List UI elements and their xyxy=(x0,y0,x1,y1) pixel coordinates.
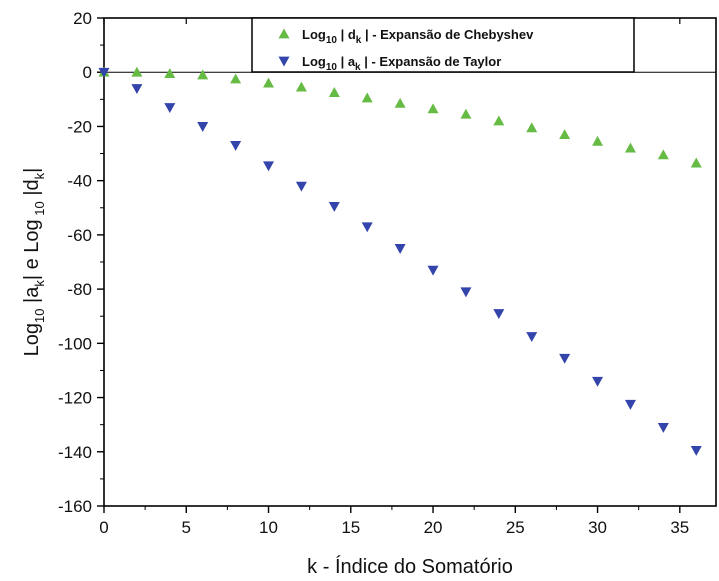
data-points xyxy=(98,66,702,456)
x-tick-label: 25 xyxy=(506,518,525,537)
data-point-chebyshev xyxy=(526,122,538,133)
data-point-taylor xyxy=(328,202,340,212)
y-tick-label: -140 xyxy=(58,443,92,462)
data-point-chebyshev xyxy=(394,97,406,108)
x-tick-label: 35 xyxy=(670,518,689,537)
y-tick-label: -100 xyxy=(58,334,92,353)
data-point-chebyshev xyxy=(164,68,176,78)
data-point-taylor xyxy=(657,422,669,433)
data-point-taylor xyxy=(493,309,505,320)
data-point-taylor xyxy=(394,244,406,254)
x-tick-label: 10 xyxy=(259,518,278,537)
data-point-taylor xyxy=(263,161,275,172)
y-tick-label: 0 xyxy=(83,63,92,82)
data-point-taylor xyxy=(526,332,538,343)
data-point-taylor xyxy=(295,181,307,192)
y-tick-label: -160 xyxy=(58,497,92,516)
y-tick-label: -40 xyxy=(67,172,92,191)
data-point-taylor xyxy=(559,353,571,364)
data-point-taylor xyxy=(690,446,702,456)
data-point-chebyshev xyxy=(197,69,209,80)
x-tick-label: 5 xyxy=(182,518,191,537)
legend-label-chebyshev: Log10 | dk | - Expansão de Chebyshev xyxy=(302,27,534,46)
data-point-taylor xyxy=(230,141,242,151)
series-chebyshev xyxy=(98,66,702,168)
data-point-chebyshev xyxy=(460,108,472,119)
data-point-chebyshev xyxy=(624,142,636,153)
data-point-chebyshev xyxy=(361,92,373,103)
data-point-taylor xyxy=(427,265,439,276)
data-point-chebyshev xyxy=(690,157,702,168)
x-tick-label: 0 xyxy=(99,518,108,537)
data-point-chebyshev xyxy=(493,115,505,126)
data-point-chebyshev xyxy=(328,87,340,97)
x-tick-label: 30 xyxy=(588,518,607,537)
data-point-chebyshev xyxy=(657,149,669,160)
data-point-chebyshev xyxy=(295,81,307,92)
data-point-chebyshev xyxy=(131,66,143,77)
y-tick-label: -80 xyxy=(67,280,92,299)
data-point-taylor xyxy=(592,376,604,387)
y-tick-label: -120 xyxy=(58,389,92,408)
y-tick-label: 20 xyxy=(73,9,92,28)
y-tick-label: -60 xyxy=(67,226,92,245)
x-axis-title: k - Índice do Somatório xyxy=(307,555,513,578)
legend-marker xyxy=(278,28,290,39)
data-point-chebyshev xyxy=(427,103,439,114)
x-tick-label: 20 xyxy=(424,518,443,537)
x-tick-label: 15 xyxy=(341,518,360,537)
y-tick-label: -20 xyxy=(67,117,92,136)
data-point-taylor xyxy=(164,103,176,113)
legend-label-taylor: Log10 | ak | - Expansão de Taylor xyxy=(302,54,501,73)
data-point-chebyshev xyxy=(559,129,571,139)
legend: Log10 | dk | - Expansão de Chebyshev Log1… xyxy=(251,17,635,73)
data-point-chebyshev xyxy=(230,73,242,84)
series-taylor xyxy=(98,67,702,456)
data-point-taylor xyxy=(624,399,636,410)
y-axis-title: Log10 |ak| e Log 10 |dk| xyxy=(21,168,47,357)
data-point-taylor xyxy=(197,122,209,132)
data-point-chebyshev xyxy=(592,135,604,146)
data-point-taylor xyxy=(131,84,143,94)
legend-box xyxy=(251,17,635,73)
data-point-taylor xyxy=(460,287,472,298)
data-point-taylor xyxy=(361,222,373,233)
legend-marker xyxy=(278,56,290,67)
data-point-chebyshev xyxy=(263,77,275,88)
data-point-taylor xyxy=(98,67,110,78)
